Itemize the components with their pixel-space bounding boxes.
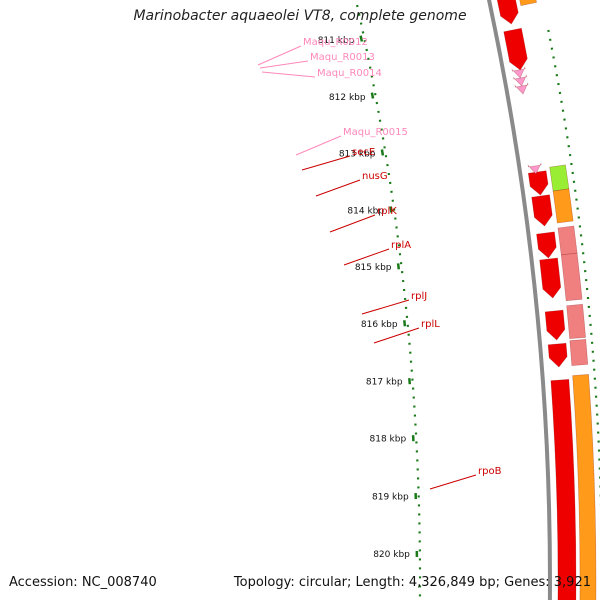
gene-inner-7: [545, 310, 565, 340]
gene-inner-3: [528, 171, 548, 195]
tick-817-label: 817 kbp: [366, 378, 403, 388]
label-maqu-r0014: Maqu_R0014: [317, 68, 382, 79]
tick-813-mark: [382, 150, 383, 156]
label-maqu-r0015: Maqu_R0015: [343, 127, 408, 138]
tick-815-mark: [398, 263, 399, 269]
gene-rpla-block: [561, 253, 582, 301]
label-rplj: rplJ: [411, 291, 427, 302]
label-rpla: rplA: [391, 240, 411, 251]
tick-815-label: 815 kbp: [355, 263, 392, 273]
label-rpll: rplL: [421, 319, 440, 330]
gene-inner-5: [537, 232, 557, 258]
tick-820-label: 820 kbp: [373, 550, 410, 560]
tick-817-mark: [409, 378, 410, 384]
label-maqu-r0015-leader: [296, 136, 341, 155]
label-maqu-r0013-leader: [260, 61, 308, 68]
tick-812-mark: [372, 93, 373, 99]
gene-inner-8: [548, 343, 567, 367]
tick-816-label: 816 kbp: [361, 320, 398, 330]
tick-819-label: 819 kbp: [372, 492, 409, 502]
gene-sece-block: [550, 165, 569, 191]
label-maqu-r0013: Maqu_R0013: [310, 52, 375, 63]
label-rplk-leader: [330, 215, 375, 232]
tick-812-label: 812 kbp: [329, 93, 366, 103]
label-maqu-r0014-leader: [262, 72, 315, 77]
label-rpob: rpoB: [478, 466, 502, 477]
tick-816-mark: [404, 320, 405, 326]
label-rpob-leader: [430, 475, 476, 489]
map-title: Marinobacter aquaeolei VT8, complete gen…: [0, 8, 600, 24]
label-rpll-leader: [374, 328, 419, 343]
label-nusg-leader: [316, 180, 360, 196]
ruler-inner-track: [357, 5, 420, 600]
gene-outer-top: [518, 0, 537, 6]
gene-inner-6: [540, 258, 561, 298]
gene-inner-long: [551, 379, 576, 600]
label-maqu-r0012: Maqu_R0012: [303, 37, 368, 48]
label-rplj-leader: [362, 300, 409, 314]
label-sece-leader: [302, 156, 350, 170]
genome-summary: Topology: circular; Length: 4,326,849 bp…: [234, 575, 591, 590]
gene-rpll-block: [570, 339, 588, 365]
label-sece: secE: [352, 147, 375, 158]
label-maqu-r0012-leader: [258, 46, 301, 65]
tick-818-label: 818 kbp: [370, 435, 407, 445]
gene-nusg-block: [553, 189, 573, 223]
gene-inner-4: [532, 195, 553, 226]
label-rplk: rplK: [377, 206, 397, 217]
gene-rplj-block: [567, 304, 586, 338]
gene-rplk-block: [558, 226, 577, 255]
label-nusg: nusG: [362, 171, 388, 182]
gene-inner-2: [504, 28, 528, 70]
genome-backbone: [487, 0, 550, 600]
accession-label: Accession: NC_008740: [9, 575, 157, 590]
